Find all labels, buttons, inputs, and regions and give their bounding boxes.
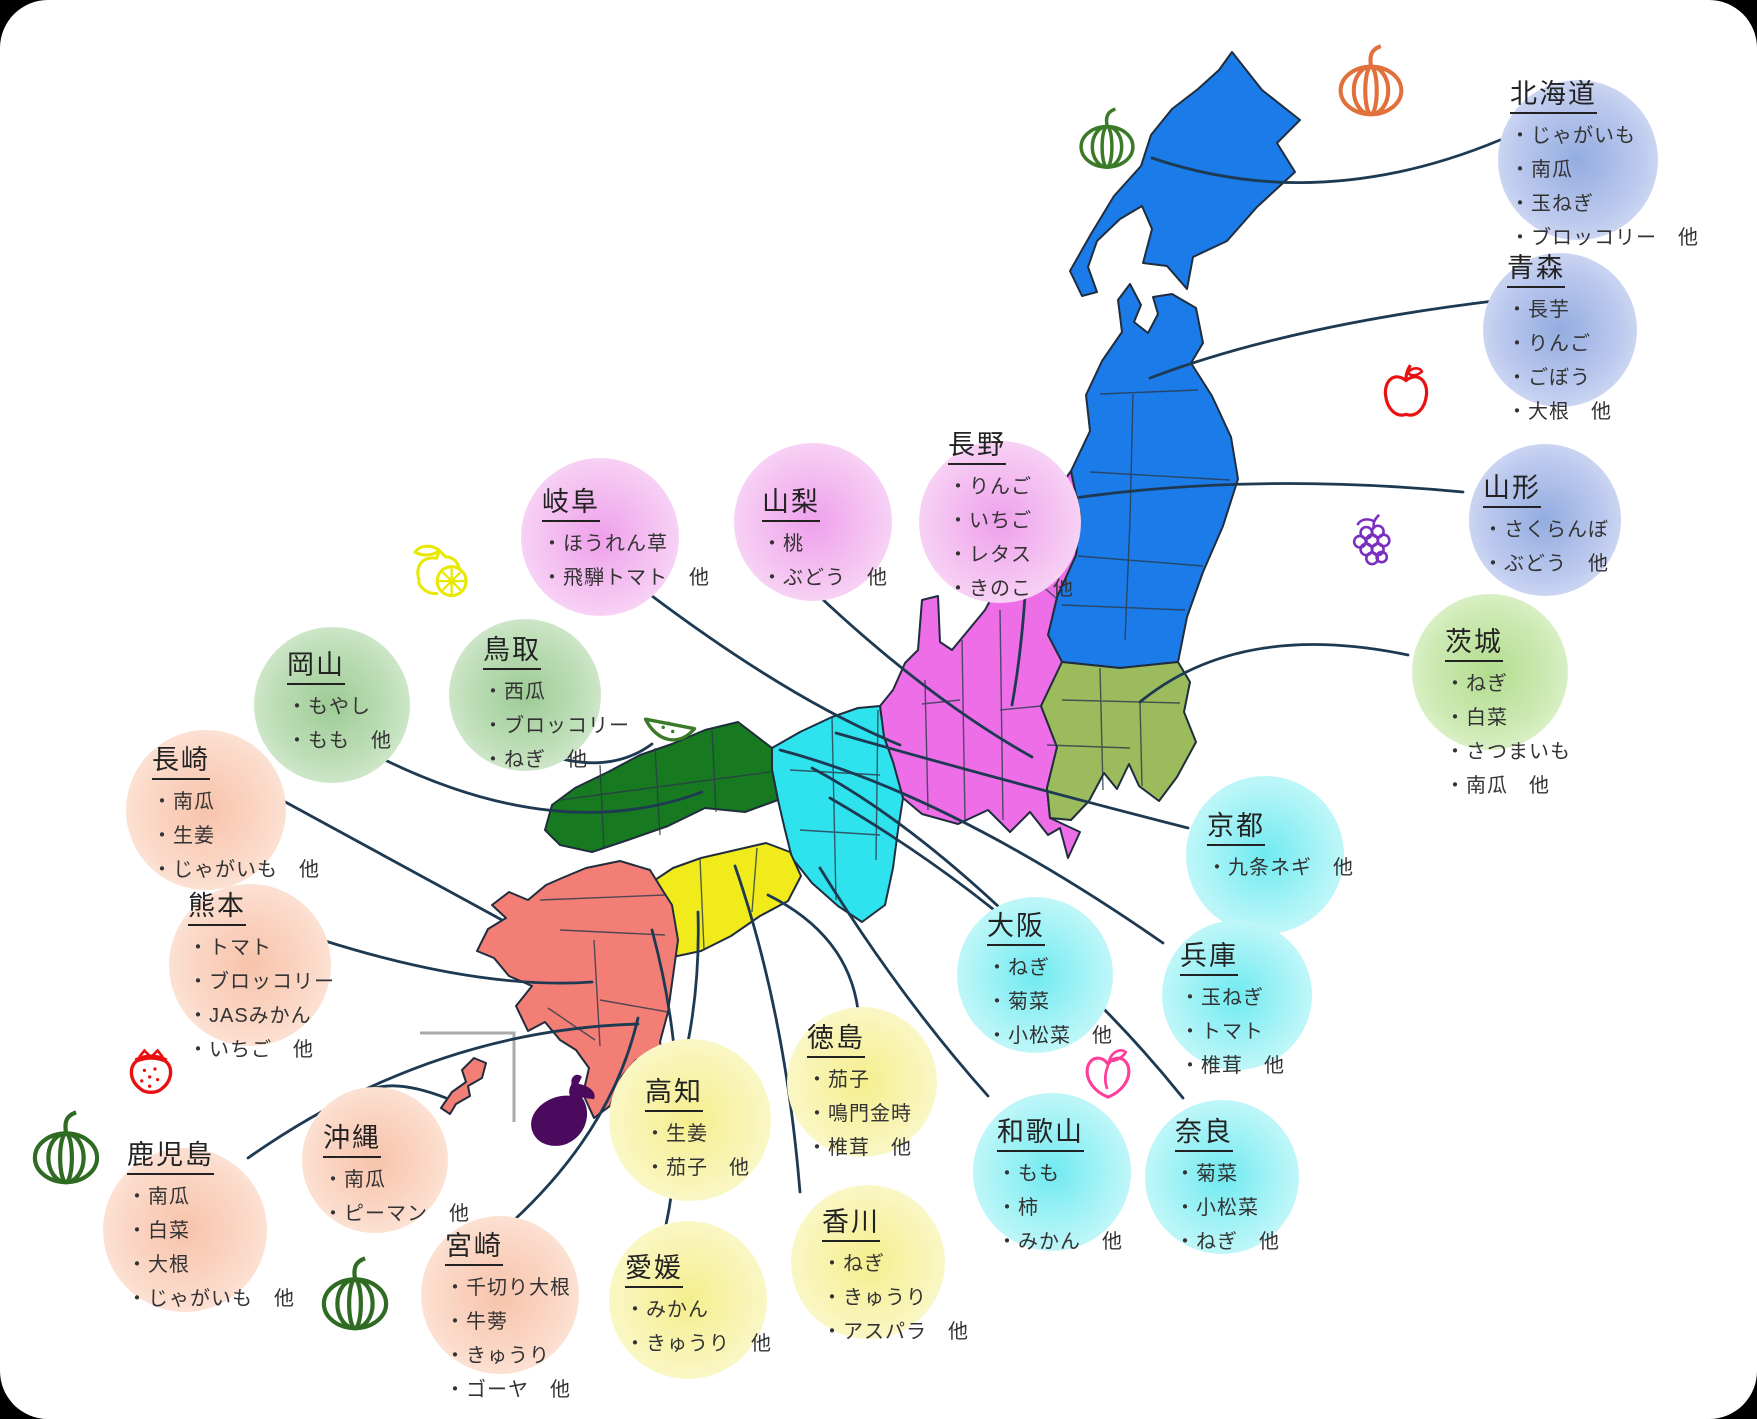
peach-icon: [1085, 1048, 1131, 1099]
connector-wakayama: [818, 866, 990, 1098]
connector-kyoto: [834, 731, 1190, 830]
apple-icon: [1383, 363, 1429, 417]
grapes-icon: [1352, 513, 1391, 566]
pumpkin-icon-orange: [1341, 46, 1402, 114]
connector-hokkaido: [1150, 138, 1502, 184]
connector-ibaraki: [1138, 643, 1410, 704]
connector-okayama: [383, 758, 704, 814]
lemon-icon: [413, 544, 468, 598]
region-okinawa: [440, 1057, 487, 1115]
map-regions: [440, 51, 1301, 1119]
connector-lines: [246, 138, 1504, 1232]
connector-kagoshima: [246, 1022, 640, 1160]
connector-gifu: [646, 591, 902, 747]
region-kinki: [771, 705, 904, 923]
strawberry-icon: [129, 1048, 173, 1095]
connector-yamagata: [1028, 482, 1465, 507]
okinawa-inset-frame: [420, 1031, 516, 1122]
pumpkin-icon-green-southwest: [35, 1112, 97, 1182]
region-tohoku: [1047, 283, 1239, 669]
connector-aomori: [1148, 298, 1504, 380]
region-kanto: [1040, 661, 1197, 821]
pumpkin-icon-green-kyushu: [324, 1258, 386, 1328]
connector-tokushima: [766, 893, 860, 1012]
region-hokkaido: [1069, 51, 1301, 297]
connector-kumamoto: [320, 938, 594, 985]
connector-kochi: [686, 910, 700, 1044]
pumpkin-icon-green-hokkaido: [1081, 109, 1133, 167]
connector-nagasaki: [276, 796, 504, 922]
connector-osaka: [810, 766, 1002, 910]
watermelon-icon: [643, 717, 697, 742]
connector-yamanashi: [816, 593, 1034, 759]
